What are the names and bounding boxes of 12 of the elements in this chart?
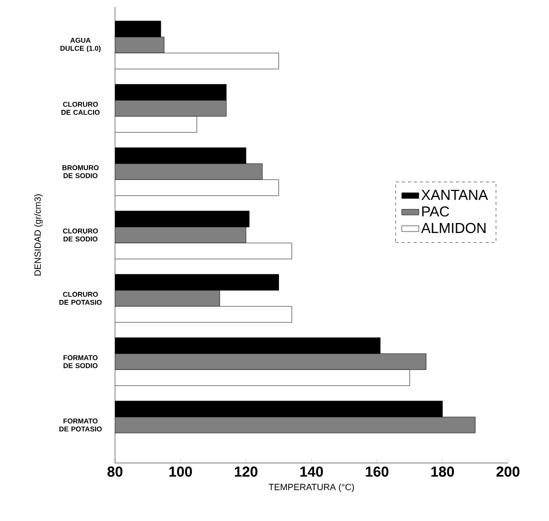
legend-label: ALMIDON	[421, 222, 486, 234]
x-axis-title: TEMPERATURA (°C)	[268, 484, 354, 492]
legend-label: PAC	[422, 206, 450, 217]
y-axis-title: DENSIDAD (gr/cm3)	[34, 194, 43, 276]
x-tick-label: 180	[431, 466, 454, 477]
x-tick-label: 160	[366, 466, 388, 477]
legend-label: XANTANA	[421, 190, 488, 200]
x-tick-label: 120	[234, 466, 258, 477]
x-tick-label: 80	[107, 466, 122, 477]
x-tick-label: 200	[496, 466, 520, 477]
x-tick-label: 100	[169, 466, 192, 477]
x-tick-label: 140	[300, 466, 323, 477]
